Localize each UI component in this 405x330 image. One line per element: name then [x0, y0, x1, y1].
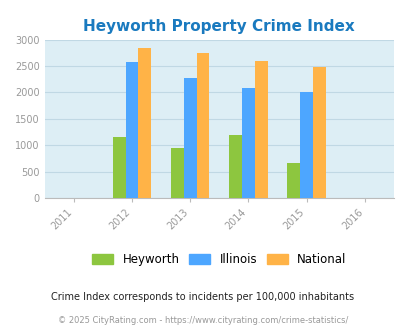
- Bar: [138, 48, 151, 198]
- Bar: [312, 67, 325, 198]
- Title: Heyworth Property Crime Index: Heyworth Property Crime Index: [83, 19, 354, 34]
- Bar: [125, 62, 138, 198]
- Bar: [183, 78, 196, 198]
- Bar: [171, 148, 183, 198]
- Bar: [113, 137, 125, 198]
- Bar: [254, 61, 267, 198]
- Legend: Heyworth, Illinois, National: Heyworth, Illinois, National: [87, 248, 351, 271]
- Text: Crime Index corresponds to incidents per 100,000 inhabitants: Crime Index corresponds to incidents per…: [51, 292, 354, 302]
- Bar: [228, 135, 241, 198]
- Bar: [241, 88, 254, 198]
- Text: © 2025 CityRating.com - https://www.cityrating.com/crime-statistics/: © 2025 CityRating.com - https://www.city…: [58, 316, 347, 325]
- Bar: [196, 53, 209, 198]
- Bar: [299, 92, 312, 198]
- Bar: [287, 163, 299, 198]
